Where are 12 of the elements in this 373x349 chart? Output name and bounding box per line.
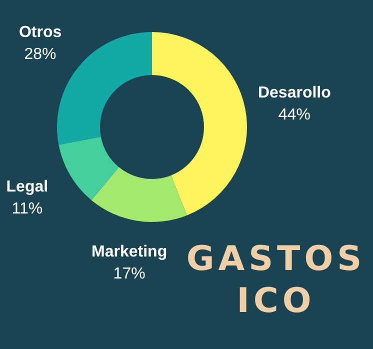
slice-label: Otros [18,24,62,41]
data-label: 28% [24,46,56,63]
donut-slice [91,167,187,222]
data-label: 44% [278,106,310,124]
text: GASTOS ICO [186,239,366,321]
data-label: 17% [113,265,146,282]
slice-label: Legal [6,178,48,196]
donut-slice [58,136,119,200]
donut-slice [152,32,247,216]
slice-label: Marketing [92,243,168,260]
slice-label: Desarollo [258,84,332,102]
data-label: 11% [12,200,43,218]
